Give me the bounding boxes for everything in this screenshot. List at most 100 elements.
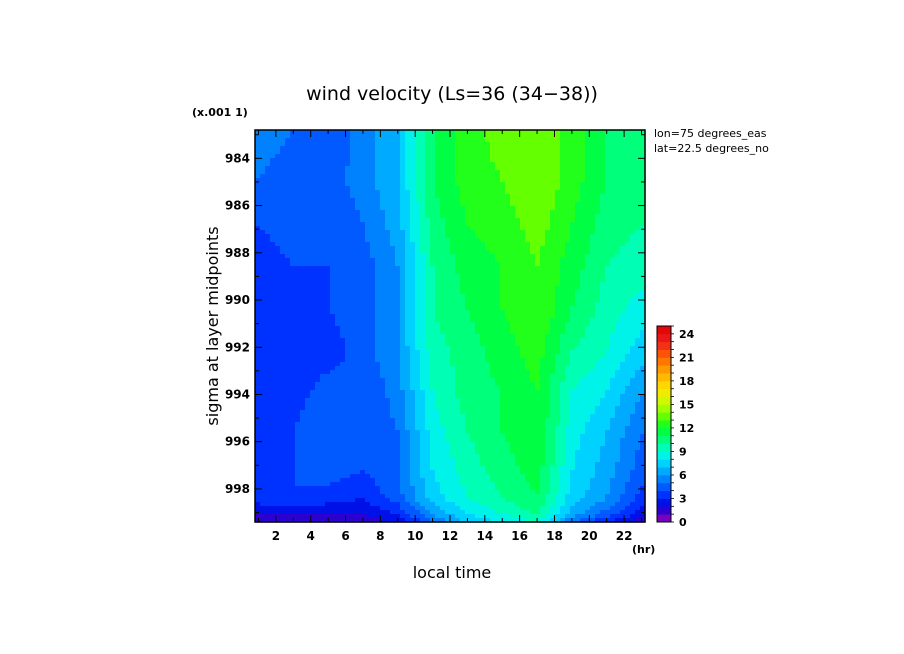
heatmap-cell <box>315 334 321 339</box>
heatmap-cell <box>290 194 296 199</box>
heatmap-cell <box>625 242 631 247</box>
heatmap-cell <box>595 134 601 139</box>
heatmap-cell <box>480 182 486 187</box>
heatmap-cell <box>500 226 506 231</box>
heatmap-cell <box>565 258 571 263</box>
heatmap-cell <box>330 238 336 243</box>
annotation-lat: lat=22.5 degrees_no <box>654 142 769 155</box>
heatmap-cell <box>360 222 366 227</box>
heatmap-cell <box>575 330 581 335</box>
heatmap-cell <box>555 282 561 287</box>
heatmap-cell <box>360 278 366 283</box>
heatmap-cell <box>640 138 646 143</box>
heatmap-cell <box>475 170 481 175</box>
heatmap-cell <box>465 254 471 259</box>
heatmap-cell <box>355 210 361 215</box>
heatmap-cell <box>370 358 376 363</box>
heatmap-cell <box>480 270 486 275</box>
heatmap-cell <box>585 322 591 327</box>
heatmap-cell <box>575 206 581 211</box>
heatmap-cell <box>310 294 316 299</box>
heatmap-cell <box>360 218 366 223</box>
heatmap-cell <box>425 206 431 211</box>
heatmap-cell <box>480 274 486 279</box>
heatmap-cell <box>540 162 546 167</box>
heatmap-cell <box>370 142 376 147</box>
heatmap-cell <box>535 146 541 151</box>
heatmap-cell <box>375 362 381 367</box>
heatmap-cell <box>545 274 551 279</box>
heatmap-cell <box>535 262 541 267</box>
heatmap-cell <box>385 338 391 343</box>
heatmap-cell <box>450 330 456 335</box>
heatmap-cell <box>555 154 561 159</box>
heatmap-cell <box>270 238 276 243</box>
heatmap-cell <box>495 306 501 311</box>
heatmap-cell <box>485 182 491 187</box>
heatmap-cell <box>620 278 626 283</box>
heatmap-cell <box>355 158 361 163</box>
heatmap-cell <box>610 282 616 287</box>
heatmap-cell <box>265 214 271 219</box>
heatmap-cell <box>425 294 431 299</box>
heatmap-cell <box>600 246 606 251</box>
heatmap-cell <box>340 178 346 183</box>
heatmap-cell <box>570 234 576 239</box>
heatmap-cell <box>300 258 306 263</box>
heatmap-cell <box>425 202 431 207</box>
heatmap-cell <box>370 262 376 267</box>
heatmap-cell <box>485 318 491 323</box>
heatmap-cell <box>360 370 366 375</box>
heatmap-cell <box>360 274 366 279</box>
heatmap-cell <box>430 358 436 363</box>
heatmap-cell <box>430 334 436 339</box>
heatmap-cell <box>350 342 356 347</box>
heatmap-cell <box>380 382 386 387</box>
heatmap-cell <box>425 242 431 247</box>
heatmap-cell <box>365 182 371 187</box>
heatmap-cell <box>460 170 466 175</box>
heatmap-cell <box>390 138 396 143</box>
heatmap-cell <box>425 346 431 351</box>
heatmap-cell <box>345 134 351 139</box>
heatmap-cell <box>315 298 321 303</box>
heatmap-cell <box>540 366 546 371</box>
heatmap-cell <box>635 246 641 251</box>
heatmap-cell <box>540 298 546 303</box>
heatmap-cell <box>605 162 611 167</box>
heatmap-cell <box>280 202 286 207</box>
heatmap-cell <box>435 294 441 299</box>
heatmap-cell <box>370 338 376 343</box>
heatmap-cell <box>635 342 641 347</box>
heatmap-cell <box>485 346 491 351</box>
heatmap-cell <box>495 278 501 283</box>
heatmap-cell <box>275 378 281 383</box>
heatmap-cell <box>375 262 381 267</box>
heatmap-cell <box>420 226 426 231</box>
heatmap-cell <box>465 202 471 207</box>
heatmap-cell <box>385 158 391 163</box>
heatmap-cell <box>620 178 626 183</box>
heatmap-cell <box>470 158 476 163</box>
heatmap-cell <box>335 378 341 383</box>
heatmap-cell <box>410 314 416 319</box>
heatmap-cell <box>355 170 361 175</box>
heatmap-cell <box>635 170 641 175</box>
heatmap-cell <box>335 334 341 339</box>
heatmap-cell <box>620 142 626 147</box>
heatmap-cell <box>490 170 496 175</box>
heatmap-cell <box>265 202 271 207</box>
heatmap-cell <box>425 314 431 319</box>
heatmap-cell <box>465 366 471 371</box>
heatmap-cell <box>550 202 556 207</box>
heatmap-cell <box>320 370 326 375</box>
heatmap-cell <box>620 186 626 191</box>
heatmap-cell <box>520 378 526 383</box>
heatmap-cell <box>480 174 486 179</box>
heatmap-cell <box>465 190 471 195</box>
heatmap-cell <box>430 278 436 283</box>
heatmap-cell <box>385 174 391 179</box>
heatmap-cell <box>575 322 581 327</box>
heatmap-cell <box>455 294 461 299</box>
heatmap-cell <box>630 230 636 235</box>
